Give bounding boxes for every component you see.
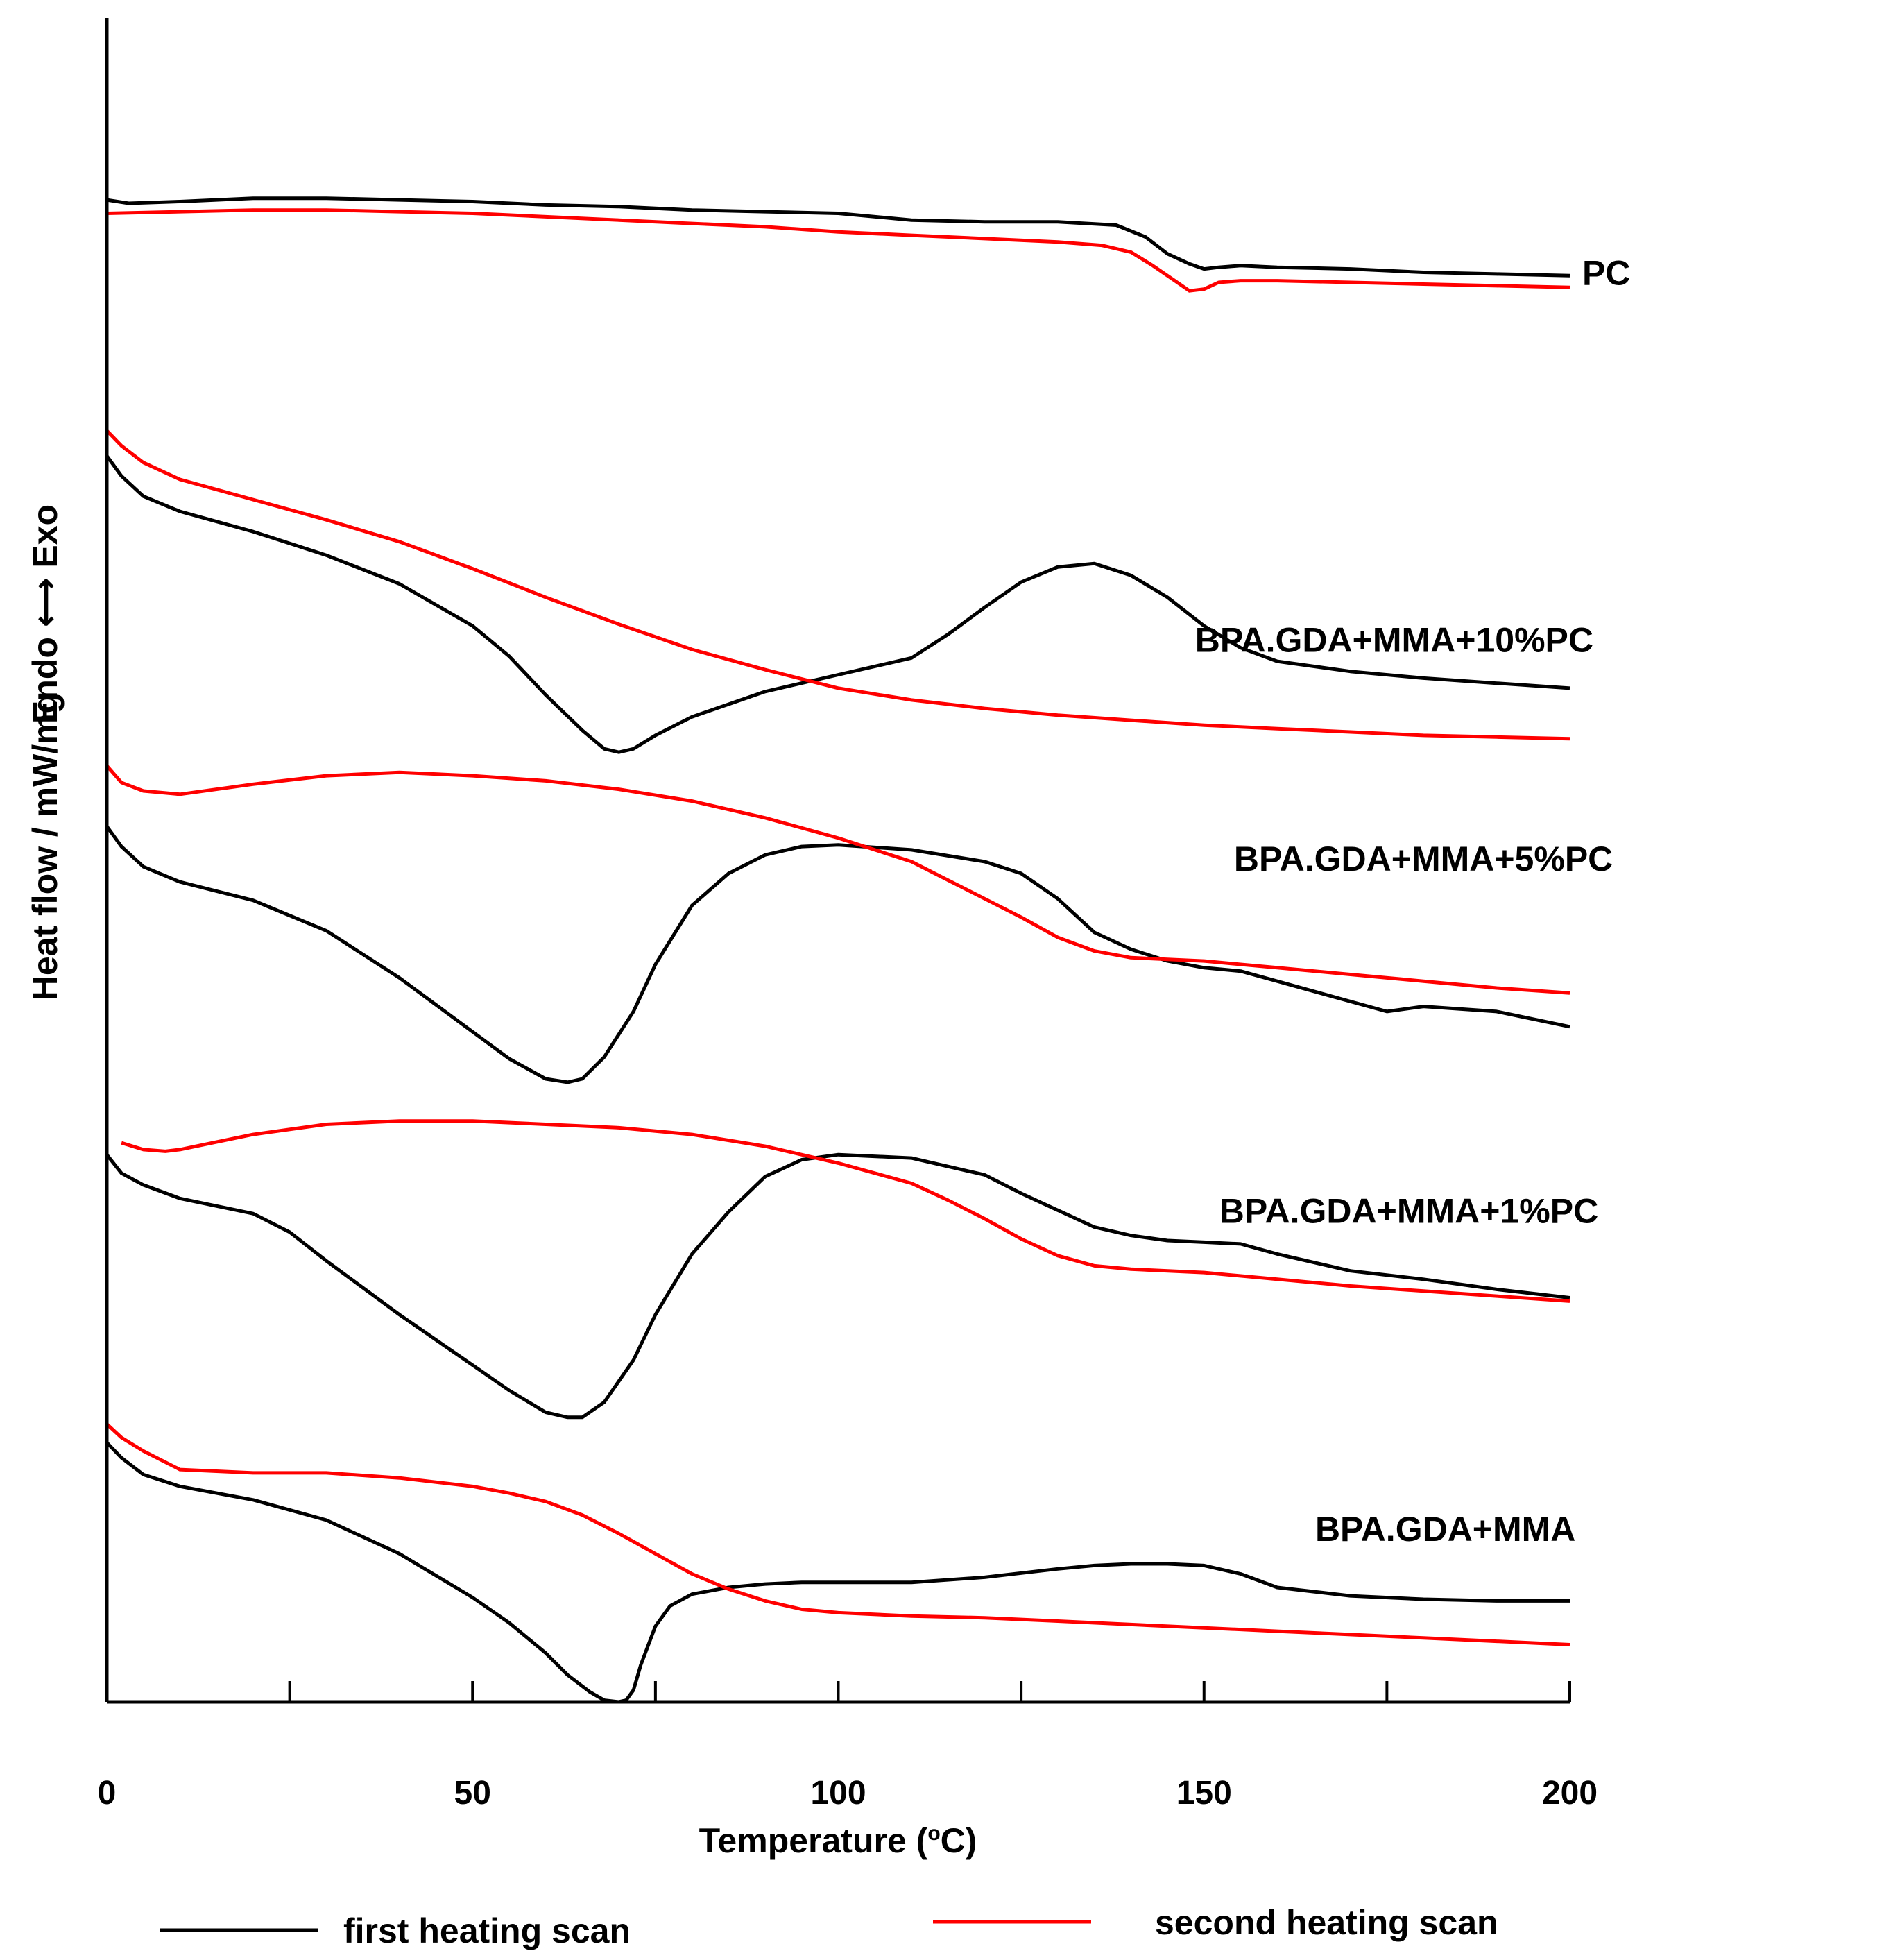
x-tick-label-100: 100 [810,1775,866,1812]
curve-group-4 [105,1422,1570,1704]
curve-label-3: BPA.GDA+MMA+1%PC [1219,1191,1598,1230]
curve-group-2 [105,764,1570,1084]
series-line-first-4 [105,1441,1570,1704]
x-ticks: 0 50 100 150 200 [98,1681,1598,1812]
curve-labels: PC BPA.GDA+MMA+10%PC BPA.GDA+MMA+5%PC BPA.G… [1195,254,1631,1549]
x-tick-label-200: 200 [1542,1775,1598,1812]
curve-group-0 [106,196,1570,293]
x-tick-label-150: 150 [1176,1775,1232,1812]
curve-label-0: PC [1582,254,1630,293]
series-line-second-0 [106,208,1570,293]
legend: first heating scan second heating scan [160,1903,1498,1950]
series-line-first-0 [106,196,1570,278]
series-line-second-2 [105,764,1570,995]
curve-label-2: BPA.GDA+MMA+5%PC [1234,840,1613,878]
legend-label-first: first heating scan [343,1911,631,1950]
x-tick-label-50: 50 [454,1775,491,1812]
series-line-second-3 [121,1119,1570,1303]
y-axis-endo-exo-label: Endo ⟷ Exo [26,504,65,724]
x-axis-title: Temperature (oC) [699,1821,977,1860]
curve-group-1 [105,429,1570,754]
series-line-second-4 [105,1422,1570,1646]
y-axis-title: Heat flow / mW/mg [26,692,65,1000]
series-line-first-3 [105,1152,1570,1420]
series-line-first-1 [105,454,1570,754]
series-line-first-2 [105,825,1570,1084]
legend-label-second: second heating scan [1155,1903,1498,1942]
plot-curves [105,196,1570,1704]
curve-label-4: BPA.GDA+MMA [1315,1510,1575,1549]
series-line-second-1 [105,429,1570,741]
curve-label-1: BPA.GDA+MMA+10%PC [1195,621,1593,660]
curve-group-3 [105,1119,1570,1420]
x-tick-label-0: 0 [98,1775,117,1812]
